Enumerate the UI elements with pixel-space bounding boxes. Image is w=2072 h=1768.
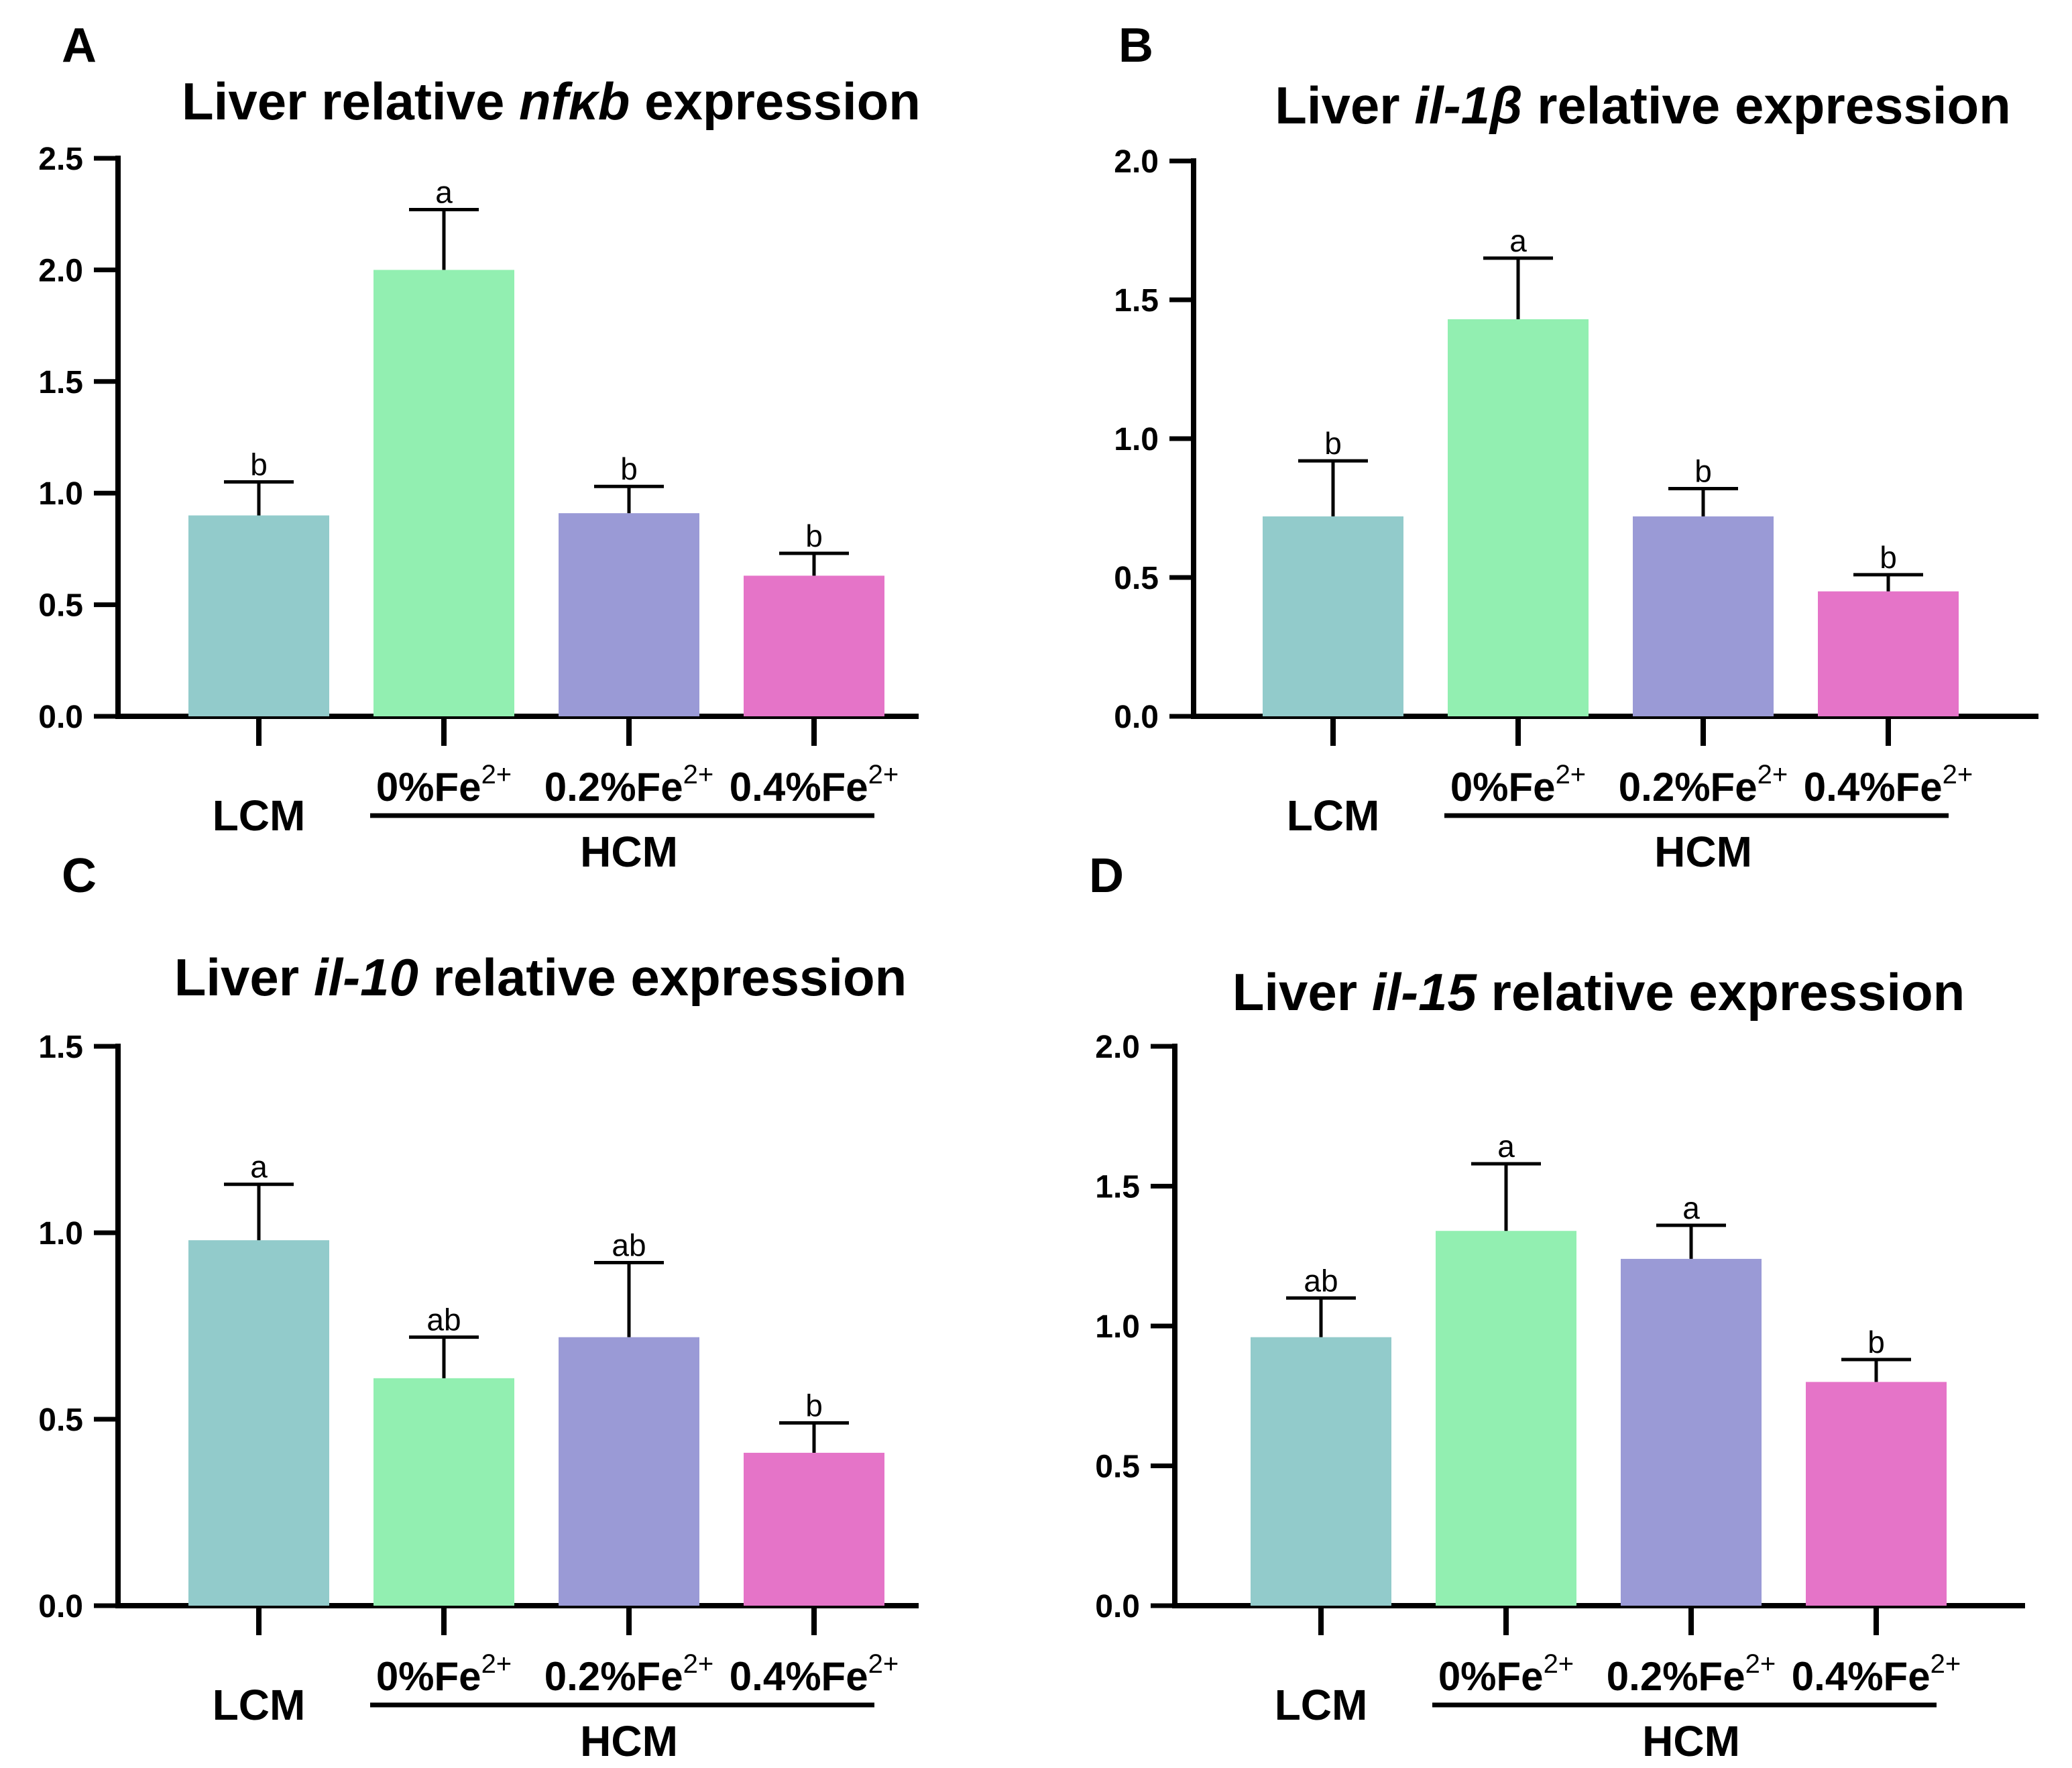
group-label-hcm: HCM: [1654, 828, 1752, 876]
bar-2: [373, 270, 514, 716]
significance-label: b: [805, 1388, 823, 1423]
bar-3: [1621, 1258, 1762, 1606]
category-label: 0%Fe2+: [376, 1649, 512, 1699]
significance-label: b: [1880, 540, 1897, 575]
category-label-lcm: LCM: [1275, 1681, 1368, 1729]
y-tick-label: 0.5: [38, 588, 83, 624]
panel-letter: D: [1089, 849, 1124, 903]
y-tick-label: 0.0: [1114, 700, 1159, 735]
category-label: 0%Fe2+: [376, 760, 512, 810]
y-tick-label: 1.0: [1095, 1309, 1140, 1345]
bar-1: [1263, 516, 1403, 716]
panel-b: B Liver il-1β relative expression 0.0 0.5 1.…: [1114, 19, 2038, 876]
bar-4: [1806, 1382, 1947, 1606]
significance-label: a: [1497, 1129, 1515, 1164]
category-label: 0%Fe2+: [1438, 1649, 1574, 1699]
bar-1: [188, 515, 329, 716]
bar-3: [559, 513, 699, 716]
y-tick-label: 0.0: [1095, 1589, 1140, 1624]
category-label: 0.2%Fe2+: [544, 1649, 713, 1699]
y-tick-label: 0.0: [38, 700, 83, 735]
chart-title: Liver relative nfκb expression: [182, 72, 921, 131]
significance-label: b: [1694, 454, 1712, 489]
significance-label: b: [250, 447, 268, 482]
y-tick-label: 2.5: [38, 142, 83, 177]
bar-1: [188, 1240, 329, 1606]
category-label: 0.2%Fe2+: [1607, 1649, 1776, 1699]
bar-2: [373, 1378, 514, 1606]
y-tick-label: 0.0: [38, 1589, 83, 1624]
bar-4: [744, 1453, 884, 1606]
panel-letter: B: [1118, 19, 1153, 72]
panel-a: A Liver relative nfκb expression 0.0 0.5 1.0…: [38, 19, 921, 876]
category-label: 0.4%Fe2+: [1804, 760, 1973, 810]
y-tick-label: 1.0: [1114, 422, 1159, 457]
category-label-lcm: LCM: [213, 791, 306, 840]
panel-d: D Liver il-15 relative expression 0.0 0.5 1.…: [1089, 849, 2025, 1765]
y-tick-label: 1.0: [38, 476, 83, 512]
panel-c: C Liver il-10 relative expression 0.0 0.5 1.…: [38, 849, 919, 1765]
category-label: 0.2%Fe2+: [1619, 760, 1788, 810]
category-label: 0.4%Fe2+: [1792, 1649, 1961, 1699]
category-label-lcm: LCM: [213, 1681, 306, 1729]
y-tick-label: 1.0: [38, 1216, 83, 1252]
group-label-hcm: HCM: [580, 828, 678, 876]
bar-3: [1633, 516, 1774, 716]
y-tick-label: 0.5: [1114, 561, 1159, 596]
category-label: 0%Fe2+: [1450, 760, 1586, 810]
significance-label: b: [1867, 1325, 1885, 1360]
bar-4: [744, 575, 884, 716]
group-label-hcm: HCM: [1642, 1717, 1740, 1765]
panel-letter: A: [62, 19, 97, 72]
y-tick-label: 1.5: [38, 365, 83, 400]
y-tick-label: 0.5: [38, 1402, 83, 1438]
category-label: 0.4%Fe2+: [730, 760, 899, 810]
y-tick-label: 1.5: [1114, 283, 1159, 319]
bar-3: [559, 1337, 699, 1606]
chart-title: Liver il-15 relative expression: [1232, 962, 1965, 1021]
y-tick-label: 2.0: [1114, 144, 1159, 180]
significance-label: ab: [612, 1227, 646, 1262]
category-label: 0.4%Fe2+: [730, 1649, 899, 1699]
y-tick-label: 2.0: [1095, 1030, 1140, 1065]
bar-2: [1436, 1231, 1576, 1606]
chart-title: Liver il-10 relative expression: [174, 948, 907, 1007]
panel-letter: C: [62, 849, 97, 903]
y-tick-label: 1.5: [1095, 1170, 1140, 1205]
category-label: 0.2%Fe2+: [544, 760, 713, 810]
y-tick-label: 0.5: [1095, 1449, 1140, 1485]
significance-label: a: [1682, 1191, 1700, 1225]
significance-label: ab: [426, 1303, 461, 1337]
significance-label: b: [1324, 426, 1342, 461]
significance-label: a: [250, 1150, 268, 1184]
category-label-lcm: LCM: [1287, 791, 1380, 840]
y-tick-label: 1.5: [38, 1030, 83, 1065]
significance-label: a: [1509, 223, 1527, 258]
y-tick-label: 2.0: [38, 253, 83, 288]
significance-label: a: [435, 175, 453, 210]
significance-label: b: [805, 518, 823, 553]
group-label-hcm: HCM: [580, 1717, 678, 1765]
bar-1: [1251, 1337, 1391, 1606]
bar-4: [1818, 591, 1959, 716]
chart-title: Liver il-1β relative expression: [1275, 76, 2011, 135]
significance-label: b: [620, 451, 638, 486]
significance-label: ab: [1304, 1263, 1338, 1298]
bar-2: [1448, 319, 1589, 717]
